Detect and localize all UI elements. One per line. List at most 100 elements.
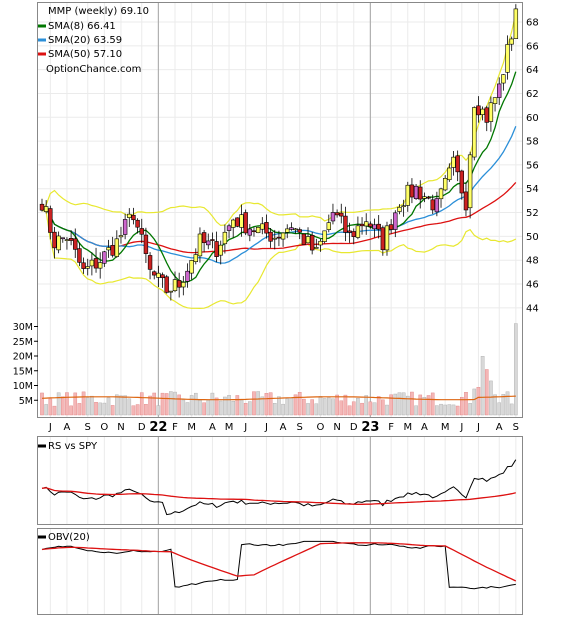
candle-body	[409, 184, 415, 198]
volume-bar	[410, 391, 414, 416]
candle-body	[351, 231, 356, 237]
candle-body	[297, 229, 302, 233]
volume-bar	[335, 394, 339, 416]
volume-bar	[69, 405, 73, 416]
volume-bar	[422, 397, 427, 416]
price-tick-label: 54	[526, 184, 539, 195]
candle-body	[434, 198, 440, 213]
month-label: N	[117, 422, 124, 433]
volume-bar	[497, 402, 502, 416]
candle-body	[430, 199, 435, 211]
month-label: O	[100, 422, 108, 433]
candle-body	[359, 223, 365, 227]
candle-body	[272, 237, 277, 240]
volume-bar	[56, 392, 61, 416]
candle-body	[102, 251, 107, 264]
volume-bar	[476, 387, 481, 416]
volume-bar	[248, 401, 252, 416]
watermark: OptionChance.com	[46, 64, 141, 75]
month-label: S	[513, 422, 519, 433]
volume-bar	[102, 402, 107, 416]
volume-bar	[347, 405, 352, 416]
volume-bar	[318, 396, 323, 416]
price-tick-label: 60	[526, 113, 539, 124]
candle-body	[235, 217, 240, 227]
candle-body	[77, 248, 82, 263]
month-label: A	[64, 422, 71, 433]
candle-body	[243, 212, 248, 234]
candle-body	[484, 107, 489, 123]
candle-body	[438, 188, 444, 200]
volume-bar	[164, 393, 169, 416]
candle-body	[347, 230, 352, 233]
volume-bar	[430, 392, 435, 416]
candle-body	[110, 245, 115, 256]
candle-body	[476, 105, 481, 116]
volume-bar	[484, 369, 489, 416]
volume-bar	[152, 392, 157, 416]
candle-body	[43, 206, 49, 212]
volume-bar	[98, 402, 102, 416]
candles	[39, 4, 519, 301]
candle-body	[480, 108, 485, 115]
candle-body	[193, 254, 198, 262]
volume-bar	[272, 403, 277, 416]
candle-body	[467, 154, 473, 209]
price-tick-label: 58	[526, 137, 539, 148]
volume-bar	[160, 392, 165, 416]
candle-body	[156, 272, 161, 278]
volume-bar	[169, 391, 173, 416]
candle-body	[93, 258, 99, 269]
candle-body	[451, 156, 456, 168]
volume-bar	[94, 402, 98, 416]
volume-bar	[189, 395, 194, 416]
candle-body	[135, 219, 140, 228]
volume-bar	[455, 405, 460, 416]
volume-bar	[77, 403, 82, 416]
volume-bar	[144, 404, 148, 416]
candle-body	[143, 234, 149, 254]
month-label: F	[172, 422, 178, 433]
candle-body	[85, 266, 90, 269]
volume-bar	[468, 403, 472, 416]
month-label: A	[421, 422, 428, 433]
candle-body	[214, 241, 219, 258]
volume-bar	[156, 405, 161, 416]
candle-body	[122, 219, 128, 235]
candle-body	[147, 255, 153, 270]
volume-bar	[256, 391, 260, 416]
volume-bar	[40, 392, 44, 416]
volume-bar	[451, 404, 456, 416]
candle-body	[131, 214, 136, 221]
lower-band	[41, 209, 517, 310]
volume-bar	[289, 397, 294, 416]
volume-bar	[264, 393, 269, 416]
candle-body	[318, 240, 323, 246]
price-legend: MMP (weekly) 69.10 SMA(8) 66.41 SMA(20) …	[38, 6, 149, 75]
candle-body	[247, 228, 253, 236]
month-label: J	[243, 422, 247, 433]
volume-bar	[231, 401, 236, 416]
volume-bar	[480, 356, 485, 416]
volume-bar	[331, 398, 335, 416]
month-label: O	[317, 422, 325, 433]
volume-bar	[52, 405, 57, 416]
candle-body	[255, 226, 261, 234]
candle-body	[260, 223, 265, 230]
volume-bar	[464, 392, 468, 416]
obv-panel-frame	[37, 528, 523, 615]
candle-body	[397, 206, 402, 212]
volume-bar	[489, 380, 493, 416]
volume-bar	[368, 401, 373, 416]
candle-body	[447, 167, 452, 181]
obv-legend: OBV(20)	[38, 532, 90, 543]
volume-bar	[110, 405, 115, 416]
month-label: S	[85, 422, 91, 433]
volume-tick-label: 15M	[13, 366, 33, 377]
candle-body	[97, 262, 103, 269]
obv-average-line	[41, 542, 517, 582]
candle-body	[501, 74, 506, 84]
candle-body	[285, 228, 290, 233]
volume-bar	[214, 397, 219, 416]
